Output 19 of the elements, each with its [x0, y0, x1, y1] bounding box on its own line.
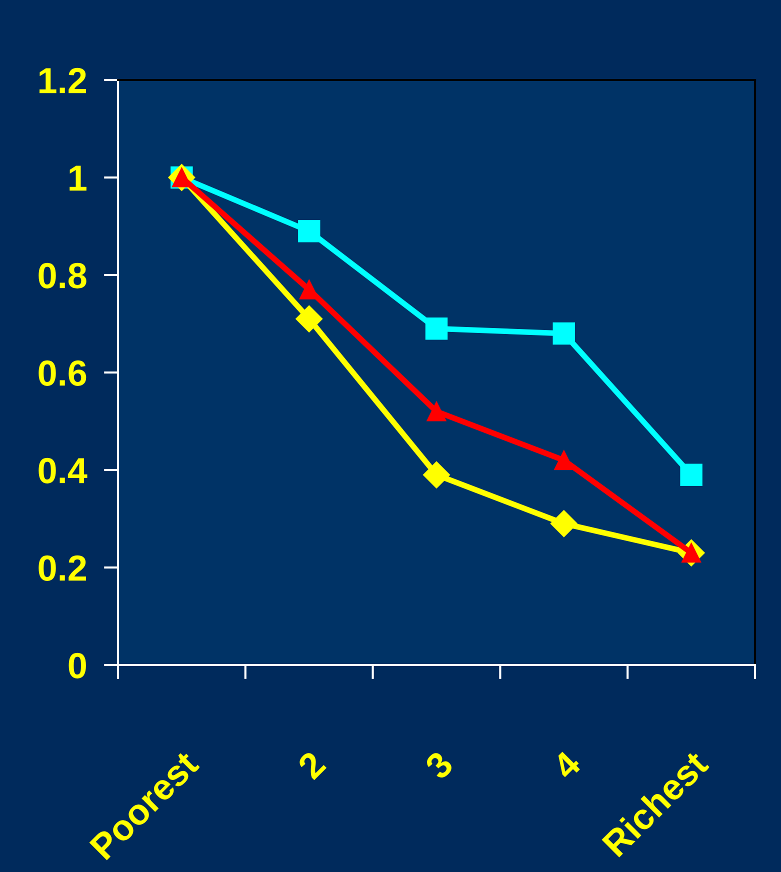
point: [552, 322, 576, 345]
y-tick-label: 0.2: [38, 555, 86, 581]
point: [550, 510, 578, 538]
y-tick-label: 0.4: [38, 458, 88, 484]
y-tick-label: 1: [70, 166, 86, 191]
y-tick-label: 0: [68, 652, 86, 678]
point: [426, 402, 446, 422]
x-tick-label: 4: [551, 749, 582, 781]
y-tick-label: 0.6: [38, 360, 86, 386]
point: [680, 464, 702, 486]
x-tick-label: 2: [296, 750, 327, 780]
point: [423, 461, 450, 488]
point: [296, 305, 323, 332]
x-tick-label: 3: [424, 750, 454, 781]
point: [554, 450, 574, 470]
y-tick-label: 0.8: [38, 262, 86, 288]
point: [425, 318, 448, 340]
point: [298, 220, 320, 242]
y-tick-label: 1.2: [40, 68, 86, 94]
